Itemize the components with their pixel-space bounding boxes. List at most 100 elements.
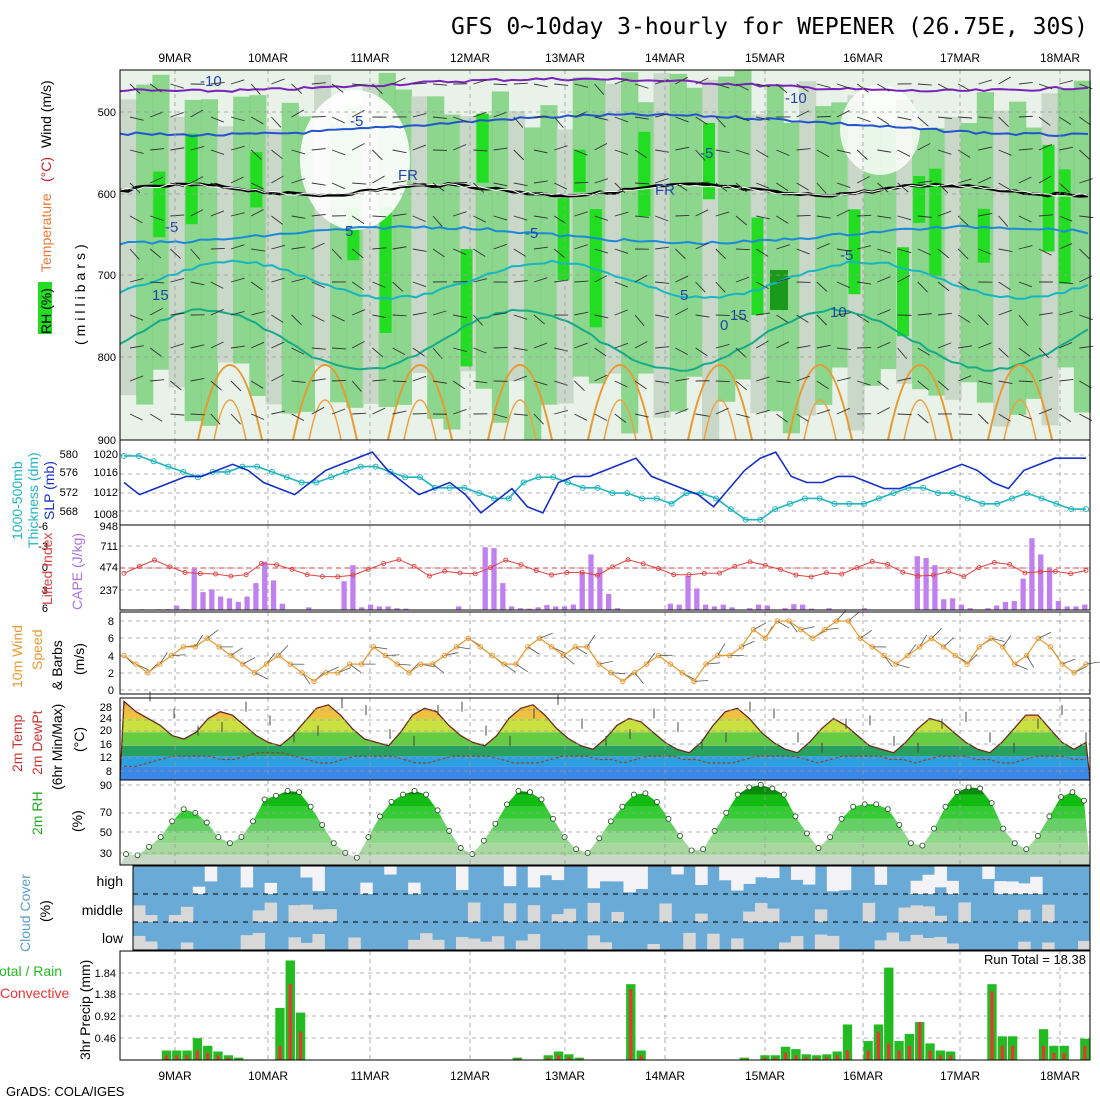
wind-barb (796, 375, 810, 382)
wind-barb (271, 149, 283, 160)
run-total-label: Run Total = 18.38 (984, 952, 1086, 967)
wind-barb (655, 314, 670, 318)
wind-barb (453, 409, 467, 415)
wind-barb (755, 248, 769, 257)
cloud-gap (874, 940, 888, 950)
thickness-point (565, 479, 571, 486)
rh-tick-label: 30 (100, 848, 112, 860)
rh-band-bright (185, 133, 198, 225)
wind-barb (574, 380, 585, 392)
wind-barb (230, 79, 245, 85)
cloud-gap (288, 905, 301, 922)
rh-band (120, 99, 138, 396)
precip-conv-bar (928, 1050, 932, 1060)
cape-bar (914, 556, 920, 610)
wind-barb (170, 278, 185, 283)
wind-barb (553, 116, 564, 128)
rh-point (746, 784, 753, 791)
cloud-gap (695, 913, 708, 922)
pressure-tick-label: 800 (98, 352, 116, 364)
wind-barb (291, 83, 303, 94)
precip-conv-bar (226, 1057, 230, 1060)
thickness-point (476, 490, 483, 497)
wind-barb (614, 342, 629, 349)
precip-conv-bar (938, 1055, 942, 1060)
rh-band-bright (557, 198, 570, 281)
wind-speed-point (631, 670, 638, 676)
rh-point (1057, 794, 1064, 800)
cloud-gap (946, 943, 959, 950)
cloud-gap (934, 936, 947, 950)
day-label-bottom: 10MAR (248, 1069, 288, 1083)
wind-barb (271, 215, 283, 225)
wind-barb (937, 312, 952, 316)
wind-barb (816, 409, 831, 415)
contour-freezing-inner (119, 183, 1089, 197)
wind-barb (998, 281, 1011, 290)
rh-point (550, 815, 557, 822)
wind-barb (675, 146, 690, 151)
precip-conv-bar (845, 1050, 850, 1060)
lifted-index-point (167, 564, 173, 570)
rh-point (861, 801, 868, 808)
cloud-label: Cloud Cover (17, 874, 33, 952)
rh-point (734, 791, 741, 798)
rh-point (123, 851, 129, 858)
cape-bar (367, 604, 374, 610)
wind-barb (715, 248, 727, 260)
wind-barb (1038, 116, 1051, 126)
cloud-high-gap (312, 866, 325, 891)
thickness-tick-label: 580 (60, 449, 78, 461)
wind-barb (473, 149, 488, 152)
wind-barb (978, 413, 989, 425)
wind-barb (372, 247, 387, 250)
cloud-gap (1018, 883, 1031, 894)
warm-contour (787, 364, 853, 441)
lifted-index-point (961, 574, 967, 580)
cloud-gap (1030, 876, 1043, 894)
cape-bar (676, 604, 682, 610)
cloud-gap (814, 934, 828, 950)
cape-lifted-panel: 948 711 474 237 -6 -3 0 3 6 (38, 521, 1091, 615)
wind-barb (856, 149, 868, 160)
precip-conv-bar (185, 1055, 189, 1060)
upper-temp-unit: (°C) (38, 157, 54, 182)
wind-barb (978, 314, 989, 326)
lifted-index-point (136, 564, 142, 569)
wind-barb (958, 413, 973, 416)
wind-barb (1059, 378, 1074, 382)
wind-barb (796, 182, 809, 191)
wind-barb (1018, 245, 1033, 250)
wind-barb (715, 344, 730, 349)
upper-wind-label: Wind (m/s) (38, 80, 54, 148)
wind-barb (372, 83, 383, 95)
wind-barb (816, 115, 831, 118)
cloud-gap (707, 933, 720, 950)
surface-wind-barb (575, 646, 588, 655)
cloud-gap (252, 910, 266, 922)
wind-barb (250, 380, 264, 389)
wind-speed-point (406, 670, 412, 676)
wind-barb (695, 413, 710, 417)
rh-band (815, 106, 833, 405)
cape-bar (191, 568, 197, 610)
wind-barb (453, 181, 468, 184)
surface-wind-barb (824, 627, 839, 631)
wind-barb (634, 413, 649, 418)
cape-bar (376, 606, 383, 610)
wind-barb (533, 314, 545, 325)
rh-band (136, 84, 154, 405)
surface-wind-barb (456, 646, 471, 650)
cape-bar (456, 606, 462, 610)
wind-barb (210, 116, 225, 123)
wind-barb (735, 215, 748, 226)
cloud-gap (767, 908, 780, 922)
wind-barb (412, 144, 427, 151)
surface-wind-barb (230, 647, 243, 656)
cape-bar (694, 588, 700, 610)
wind-barb (735, 248, 751, 251)
upper-axis-labels: RH (%) Temperature (°C) Wind (m/s) (mill… (0, 80, 93, 1060)
thickness-point (328, 474, 335, 481)
